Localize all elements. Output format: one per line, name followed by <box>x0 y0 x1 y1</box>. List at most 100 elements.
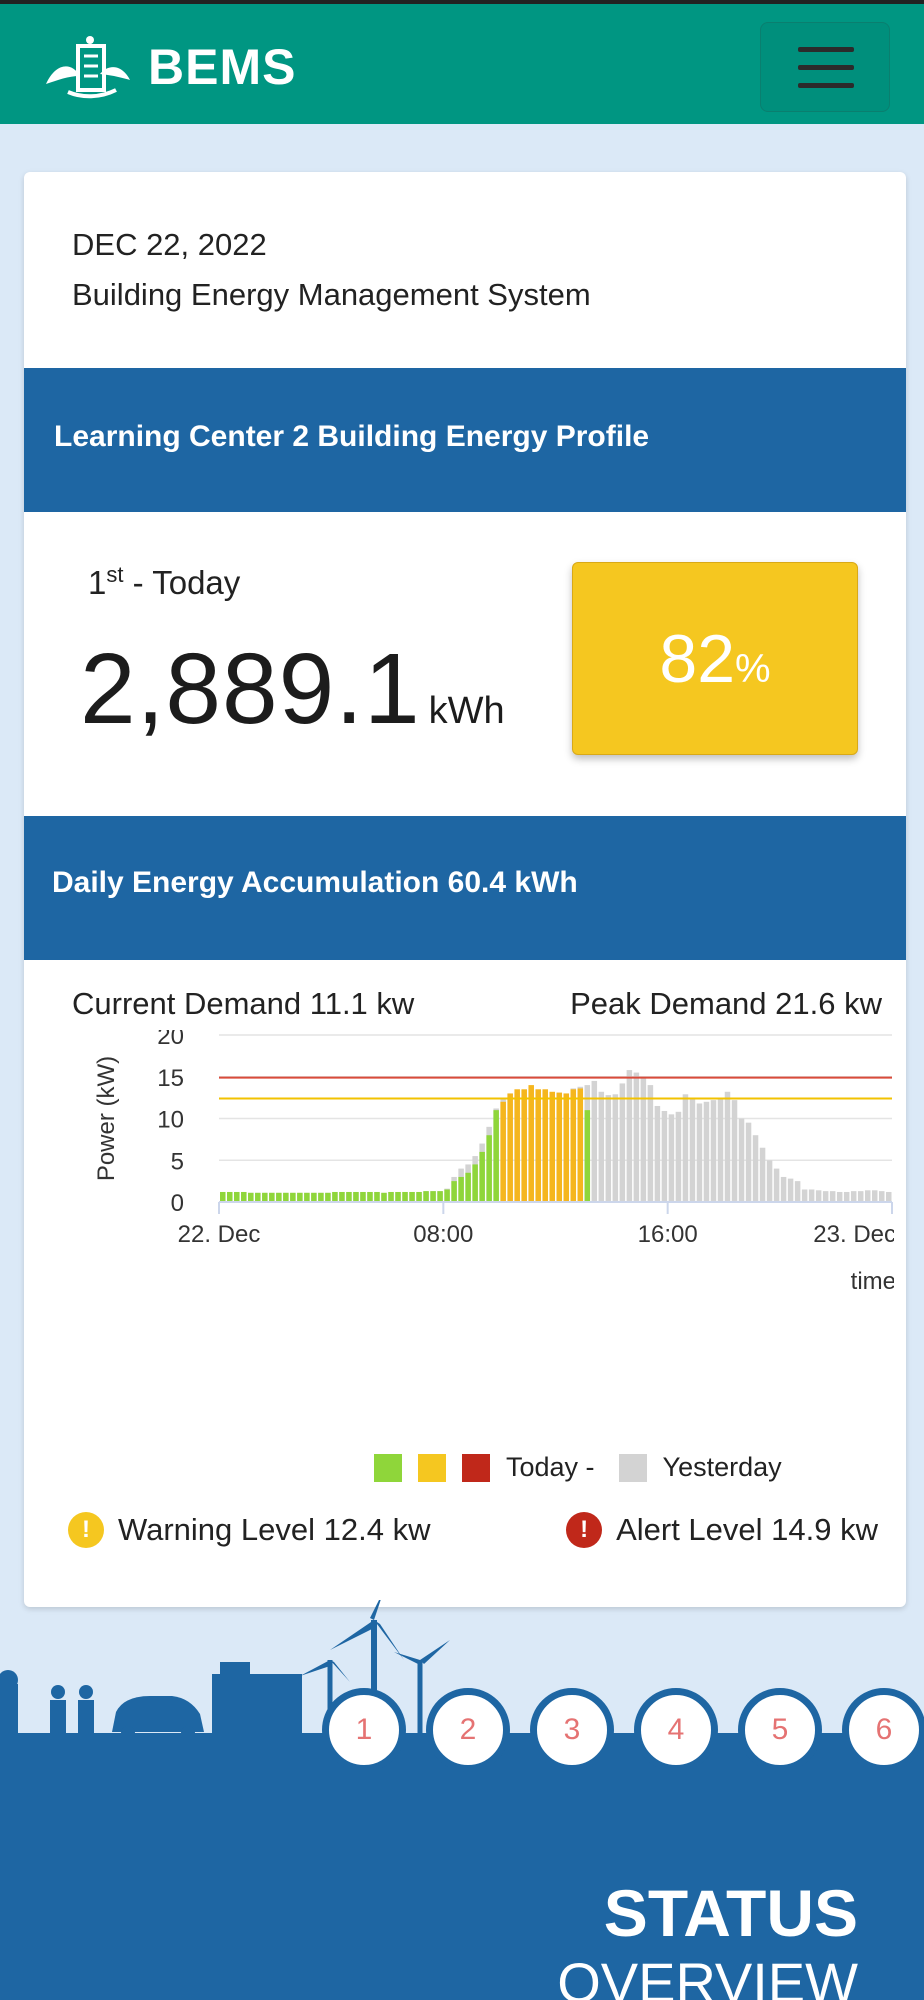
energy-profile-card: DEC 22, 2022 Building Energy Management … <box>24 172 906 1607</box>
y-tick-label: 10 <box>157 1107 184 1134</box>
legend-swatch-gray <box>618 1453 647 1482</box>
hamburger-line-icon <box>798 47 854 52</box>
page-button-2[interactable]: 2 <box>426 1688 510 1772</box>
x-tick-label: 08:00 <box>413 1221 473 1248</box>
bar-today <box>269 1192 275 1202</box>
bar-yesterday <box>591 1080 598 1202</box>
current-demand: Current Demand 11.1 kw <box>72 986 415 1021</box>
page-selector: 1 2 3 4 5 6 <box>322 1688 924 1772</box>
bar-today <box>325 1192 331 1202</box>
bar-yesterday <box>724 1091 731 1202</box>
bar-today <box>262 1192 268 1202</box>
bar-yesterday <box>836 1191 843 1202</box>
bar-yesterday <box>822 1191 829 1202</box>
bar-today <box>528 1085 534 1202</box>
city-silhouette-illustration <box>0 1600 450 1740</box>
brand[interactable]: BEMS <box>38 32 296 102</box>
bar-yesterday <box>787 1178 794 1202</box>
alert-level: ! Alert Level 14.9 kw <box>566 1512 878 1548</box>
percent-value: 82 <box>659 621 736 697</box>
bar-today <box>486 1135 492 1202</box>
bar-today <box>507 1093 513 1202</box>
bar-yesterday <box>766 1160 773 1202</box>
bar-today <box>444 1189 450 1202</box>
bar-today <box>563 1093 570 1202</box>
y-tick-label: 20 <box>157 1030 184 1050</box>
rank-suffix: st <box>106 562 124 587</box>
bar-yesterday <box>850 1191 857 1202</box>
bar-today <box>472 1164 478 1202</box>
status-title: STATUS <box>603 1876 858 1950</box>
bar-today <box>374 1191 380 1202</box>
bar-yesterday <box>703 1101 710 1202</box>
bar-today <box>220 1191 226 1202</box>
bar-yesterday <box>815 1190 822 1202</box>
bar-yesterday <box>759 1147 766 1202</box>
energy-total: 2,889.1 kWh <box>80 632 505 747</box>
bar-yesterday <box>843 1191 850 1202</box>
legend-swatch-red <box>462 1453 490 1482</box>
legend-swatch-green <box>374 1453 402 1482</box>
bar-yesterday <box>773 1168 780 1202</box>
building-leaf-logo-icon <box>46 36 130 99</box>
bar-today <box>416 1191 422 1202</box>
bar-today <box>409 1191 415 1202</box>
bar-today <box>514 1089 520 1202</box>
bar-today <box>381 1192 387 1202</box>
status-section <box>0 1733 924 2000</box>
x-tick-label: 16:00 <box>638 1221 698 1248</box>
y-tick-label: 0 <box>171 1190 184 1217</box>
chart-legend: Today - Yesterday <box>374 1452 782 1483</box>
bar-today <box>241 1191 247 1202</box>
legend-today[interactable]: Today - <box>506 1452 595 1482</box>
bar-today <box>535 1089 541 1202</box>
bar-today <box>451 1181 457 1202</box>
bar-yesterday <box>794 1181 801 1202</box>
bar-today <box>402 1191 408 1202</box>
y-tick-label: 5 <box>171 1148 184 1175</box>
bar-yesterday <box>745 1122 752 1202</box>
bar-today <box>458 1176 464 1202</box>
y-axis-label: Power (kW) <box>93 1056 120 1181</box>
bar-yesterday <box>864 1190 871 1202</box>
rank-number: 1 <box>88 564 107 601</box>
bar-today <box>304 1192 310 1202</box>
x-axis-label: time <box>851 1268 894 1295</box>
peak-demand: Peak Demand 21.6 kw <box>570 986 882 1021</box>
bar-yesterday <box>801 1189 808 1202</box>
bar-yesterday <box>829 1191 836 1202</box>
bar-today <box>493 1110 499 1202</box>
bar-yesterday <box>682 1094 689 1202</box>
page-button-1[interactable]: 1 <box>322 1688 406 1772</box>
bar-yesterday <box>647 1085 654 1202</box>
legend-yesterday[interactable]: Yesterday <box>662 1452 782 1482</box>
rank-text: - Today <box>132 564 241 601</box>
accumulation-title: Daily Energy Accumulation 60.4 kWh <box>52 866 578 899</box>
page-button-5[interactable]: 5 <box>738 1688 822 1772</box>
bar-yesterday <box>689 1098 696 1202</box>
bar-today <box>430 1191 436 1202</box>
accumulation-header: Daily Energy Accumulation 60.4 kWh <box>24 816 906 960</box>
system-subtitle: Building Energy Management System <box>72 277 591 312</box>
bar-today <box>255 1192 261 1202</box>
bar-today <box>234 1191 240 1202</box>
hamburger-menu-button[interactable] <box>760 22 890 112</box>
power-chart: 0 5 10 15 20 Power (kW) 22. Dec 08:00 16:00 23. D… <box>93 1030 894 1295</box>
bar-yesterday <box>885 1191 892 1202</box>
bar-yesterday <box>717 1098 724 1202</box>
bar-yesterday <box>871 1190 878 1202</box>
page-button-6[interactable]: 6 <box>842 1688 924 1772</box>
bar-today <box>248 1192 254 1202</box>
bar-yesterday <box>605 1095 612 1202</box>
page-button-4[interactable]: 4 <box>634 1688 718 1772</box>
bar-today <box>311 1192 317 1202</box>
status-subtitle: OVERVIEW <box>557 1951 858 2000</box>
bar-yesterday <box>710 1100 717 1202</box>
percent-sign: % <box>735 647 771 691</box>
rank-label: 1st - Today <box>88 562 240 602</box>
bar-yesterday <box>598 1091 605 1202</box>
page-button-3[interactable]: 3 <box>530 1688 614 1772</box>
hamburger-line-icon <box>798 83 854 88</box>
bar-yesterday <box>640 1078 647 1202</box>
bar-today <box>521 1089 527 1202</box>
